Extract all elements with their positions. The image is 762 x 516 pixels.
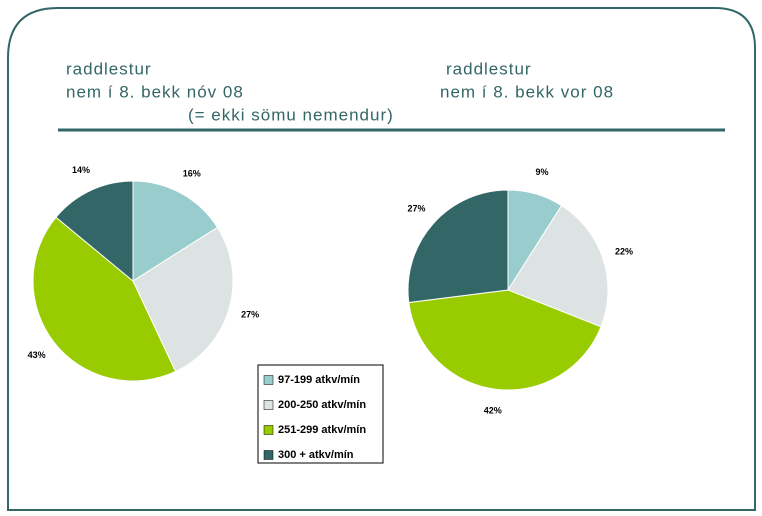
data-label: 43% — [28, 350, 46, 360]
chart-title: nem í 8. bekk vor 08 — [440, 82, 614, 101]
legend-box — [257, 364, 384, 464]
chart-title: raddlestur — [446, 59, 532, 78]
chart-title: raddlestur — [66, 59, 152, 78]
data-label: 27% — [241, 309, 259, 319]
legend-swatch — [263, 450, 274, 460]
legend-label: 251-299 atkv/mín — [278, 424, 366, 436]
legend-label: 200-250 atkv/mín — [278, 399, 366, 411]
legend-swatch — [263, 375, 274, 385]
pie-slice — [55, 180, 134, 283]
legend-label: 300 + atkv/mín — [278, 449, 354, 461]
pie-slice — [132, 180, 219, 282]
note: (= ekki sömu nemendur) — [188, 105, 394, 124]
chart-title: nem í 8. bekk nóv 08 — [66, 82, 244, 101]
legend-swatch — [263, 425, 274, 435]
pie-slice — [32, 216, 177, 382]
data-label: 14% — [72, 165, 90, 175]
pie-slice — [408, 289, 602, 391]
legend-swatch — [263, 400, 274, 410]
data-label: 16% — [183, 168, 201, 178]
pie-slice — [407, 189, 509, 304]
slide-frame — [7, 7, 756, 511]
data-label: 22% — [615, 247, 633, 257]
pie-slice — [507, 204, 609, 328]
legend-label: 97-199 atkv/mín — [278, 374, 360, 386]
data-label: 9% — [536, 167, 549, 177]
data-label: 27% — [407, 204, 425, 214]
data-label: 42% — [484, 405, 502, 415]
pie-slice — [132, 226, 234, 373]
